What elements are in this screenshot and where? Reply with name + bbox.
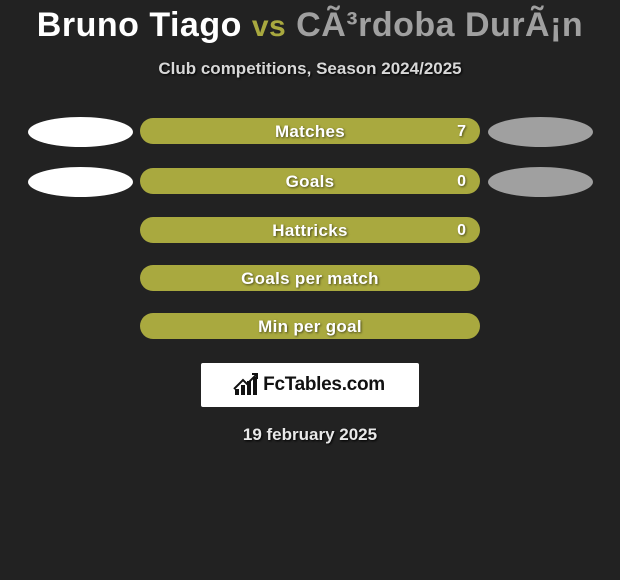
date-label: 19 february 2025 — [0, 425, 620, 445]
stat-label: Min per goal — [140, 313, 480, 341]
stat-rows: Matches 7 Goals 0 — [0, 117, 620, 341]
stat-bar: Matches 7 — [140, 118, 480, 146]
stat-bar: Goals 0 — [140, 168, 480, 196]
player2-name: CÃ³rdoba DurÃ¡n — [296, 6, 583, 44]
stat-row: Hattricks 0 — [0, 217, 620, 245]
stat-row: Goals 0 — [0, 167, 620, 197]
subtitle: Club competitions, Season 2024/2025 — [0, 59, 620, 79]
page-title: Bruno Tiago vs CÃ³rdoba DurÃ¡n — [0, 6, 620, 45]
comparison-infographic: Bruno Tiago vs CÃ³rdoba DurÃ¡n Club comp… — [0, 0, 620, 445]
stat-label: Hattricks — [140, 217, 480, 245]
site-logo: FcTables.com — [201, 363, 419, 407]
player2-value-ellipse — [488, 167, 593, 197]
vs-separator: vs — [252, 10, 286, 43]
stat-label: Goals — [140, 168, 480, 196]
stat-value: 0 — [457, 217, 466, 245]
player1-name: Bruno Tiago — [37, 6, 242, 44]
stat-bar: Goals per match — [140, 265, 480, 293]
left-value-slot — [20, 117, 140, 147]
player1-value-ellipse — [28, 117, 133, 147]
left-value-slot — [20, 167, 140, 197]
stat-label: Goals per match — [140, 265, 480, 293]
player1-value-ellipse — [28, 167, 133, 197]
stat-label: Matches — [140, 118, 480, 146]
stat-row: Matches 7 — [0, 117, 620, 147]
logo-text: FcTables.com — [263, 374, 385, 396]
player2-value-ellipse — [488, 117, 593, 147]
right-value-slot — [480, 167, 600, 197]
stat-value: 0 — [457, 168, 466, 196]
stat-bar: Hattricks 0 — [140, 217, 480, 245]
stat-row: Goals per match — [0, 265, 620, 293]
stat-bar: Min per goal — [140, 313, 480, 341]
right-value-slot — [480, 117, 600, 147]
stat-row: Min per goal — [0, 313, 620, 341]
logo-chart-icon — [235, 375, 257, 395]
stat-value: 7 — [457, 118, 466, 146]
